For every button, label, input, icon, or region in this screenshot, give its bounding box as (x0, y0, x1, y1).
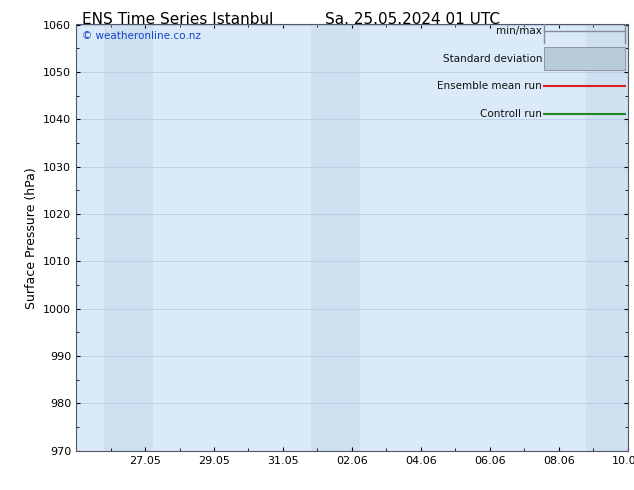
Bar (544, 47, 625, 71)
Text: Sa. 25.05.2024 01 UTC: Sa. 25.05.2024 01 UTC (325, 12, 500, 27)
Text: Controll run: Controll run (481, 109, 542, 119)
Bar (103, 24, 152, 451)
Bar (586, 24, 634, 451)
Bar (311, 24, 359, 451)
Text: Ensemble mean run: Ensemble mean run (437, 81, 542, 91)
Text: min/max: min/max (496, 26, 542, 36)
Text: ENS Time Series Istanbul: ENS Time Series Istanbul (82, 12, 273, 27)
Text: © weatheronline.co.nz: © weatheronline.co.nz (82, 31, 200, 41)
Text: Standard deviation: Standard deviation (443, 53, 542, 64)
Y-axis label: Surface Pressure (hPa): Surface Pressure (hPa) (25, 167, 37, 309)
